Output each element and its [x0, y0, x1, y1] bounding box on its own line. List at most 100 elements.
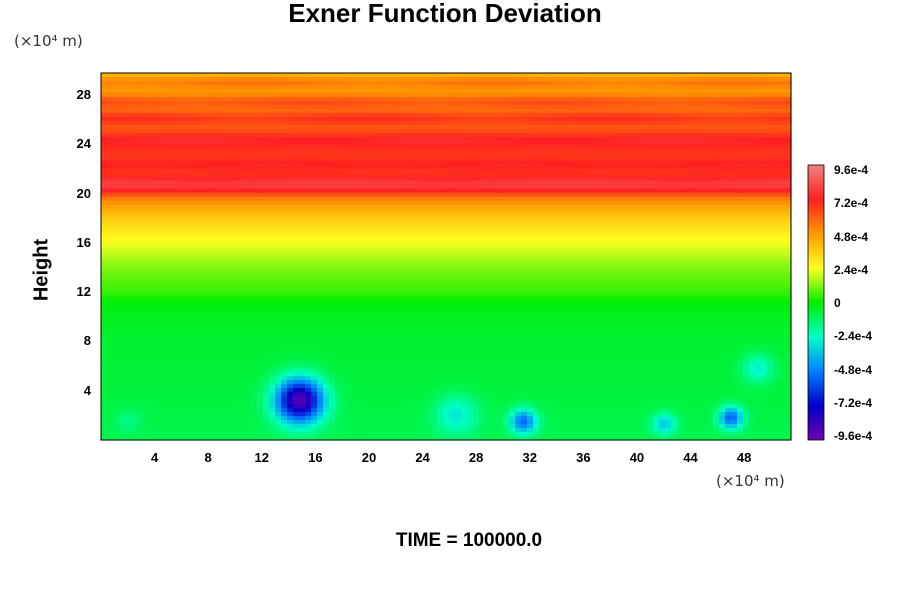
heatmap-cell: [701, 240, 708, 246]
heatmap-cell: [761, 120, 768, 126]
heatmap-cell: [275, 76, 282, 82]
heatmap-cell: [155, 144, 162, 150]
heatmap-cell: [149, 136, 156, 142]
heatmap-cell: [245, 100, 252, 106]
heatmap-cell: [587, 152, 594, 158]
heatmap-cell: [125, 208, 132, 214]
heatmap-cell: [227, 116, 234, 122]
heatmap-cell: [377, 84, 384, 90]
heatmap-cell: [593, 124, 600, 130]
heatmap-cell: [557, 224, 564, 230]
heatmap-cell: [341, 128, 348, 134]
heatmap-cell: [509, 204, 516, 210]
heatmap-cell: [731, 84, 738, 90]
heatmap-cell: [305, 164, 312, 170]
heatmap-cell: [389, 84, 396, 90]
heatmap-cell: [473, 148, 480, 154]
heatmap-cell: [299, 128, 306, 134]
heatmap-cell: [371, 164, 378, 170]
heatmap-cell: [761, 100, 768, 106]
heatmap-cell: [149, 104, 156, 110]
heatmap-cell: [353, 188, 360, 194]
heatmap-cell: [419, 148, 426, 154]
heatmap-cell: [671, 76, 678, 82]
heatmap-cell: [113, 124, 120, 130]
heatmap-cell: [185, 96, 192, 102]
heatmap-cell: [755, 212, 762, 218]
heatmap-cell: [299, 216, 306, 222]
heatmap-cell: [443, 164, 450, 170]
heatmap-cell: [659, 176, 666, 182]
heatmap-cell: [413, 156, 420, 162]
heatmap-cell: [575, 240, 582, 246]
heatmap-cell: [461, 124, 468, 130]
heatmap-cell: [437, 160, 444, 166]
heatmap-cell: [269, 144, 276, 150]
heatmap-cell: [107, 244, 114, 250]
heatmap-cell: [323, 73, 330, 78]
heatmap-cell: [227, 236, 234, 242]
heatmap-cell: [695, 200, 702, 206]
heatmap-cell: [149, 152, 156, 158]
heatmap-cell: [257, 132, 264, 138]
heatmap-cell: [539, 128, 546, 134]
heatmap-cell: [701, 148, 708, 154]
heatmap-cell: [353, 140, 360, 146]
heatmap-cell: [263, 108, 270, 114]
heatmap-cell: [269, 140, 276, 146]
heatmap-cell: [539, 172, 546, 178]
heatmap-cell: [677, 208, 684, 214]
heatmap-cell: [245, 224, 252, 230]
heatmap-cell: [653, 172, 660, 178]
heatmap-cell: [617, 160, 624, 166]
heatmap-cell: [251, 156, 258, 162]
heatmap-cell: [221, 184, 228, 190]
heatmap-cell: [383, 240, 390, 246]
heatmap-cell: [323, 172, 330, 178]
heatmap-cell: [419, 132, 426, 138]
heatmap-cell: [461, 136, 468, 142]
heatmap-cell: [617, 73, 624, 78]
heatmap-cell: [365, 188, 372, 194]
heatmap-cell: [185, 240, 192, 246]
heatmap-cell: [275, 220, 282, 226]
heatmap-cell: [569, 152, 576, 158]
heatmap-cell: [563, 172, 570, 178]
heatmap-cell: [527, 88, 534, 94]
heatmap-cell: [737, 124, 744, 130]
heatmap-cell: [515, 188, 522, 194]
heatmap-cell: [695, 88, 702, 94]
heatmap-cell: [203, 216, 210, 222]
heatmap-cell: [365, 132, 372, 138]
heatmap-cell: [263, 84, 270, 90]
heatmap-cell: [641, 148, 648, 154]
heatmap-cell: [353, 236, 360, 242]
heatmap-cell: [695, 112, 702, 118]
heatmap-cell: [677, 124, 684, 130]
heatmap-cell: [299, 212, 306, 218]
heatmap-cell: [125, 80, 132, 86]
heatmap-cell: [785, 148, 792, 154]
heatmap-cell: [779, 116, 786, 122]
heatmap-cell: [509, 156, 516, 162]
heatmap-cell: [107, 228, 114, 234]
heatmap-cell: [527, 196, 534, 202]
heatmap-cell: [593, 172, 600, 178]
heatmap-cell: [215, 132, 222, 138]
heatmap-cell: [455, 128, 462, 134]
heatmap-cell: [311, 104, 318, 110]
heatmap-cell: [773, 73, 780, 78]
heatmap-cell: [437, 80, 444, 86]
heatmap-cell: [149, 172, 156, 178]
heatmap-cell: [761, 172, 768, 178]
heatmap-cell: [659, 156, 666, 162]
heatmap-cell: [707, 88, 714, 94]
heatmap-cell: [173, 192, 180, 198]
heatmap-cell: [167, 204, 174, 210]
heatmap-cell: [401, 196, 408, 202]
heatmap-cell: [311, 84, 318, 90]
heatmap-cell: [623, 116, 630, 122]
heatmap-cell: [203, 244, 210, 250]
heatmap-cell: [587, 128, 594, 134]
heatmap-cell: [389, 200, 396, 206]
